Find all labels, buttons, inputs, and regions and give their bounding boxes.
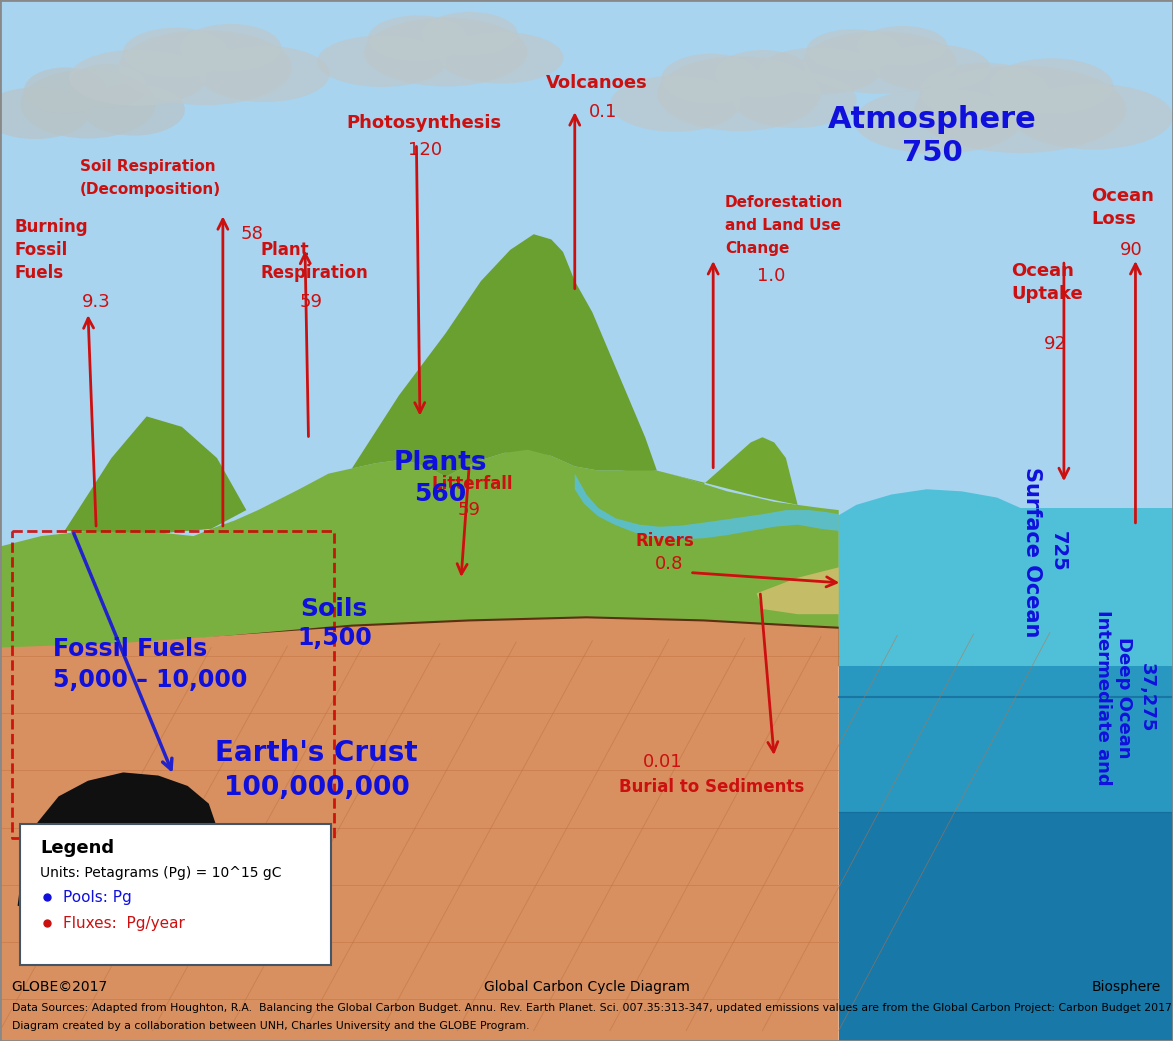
Text: 0.8: 0.8 [655, 555, 683, 574]
Ellipse shape [807, 29, 901, 71]
Ellipse shape [368, 16, 468, 61]
Text: Plant: Plant [260, 240, 308, 259]
Text: Fuels: Fuels [14, 263, 63, 282]
Text: Respiration: Respiration [260, 263, 368, 282]
Text: Soils: Soils [300, 596, 368, 621]
Ellipse shape [69, 50, 206, 106]
Polygon shape [839, 666, 1173, 1041]
Text: (Decomposition): (Decomposition) [80, 182, 221, 197]
Text: and Land Use: and Land Use [725, 219, 841, 233]
Polygon shape [65, 416, 246, 533]
Text: 1,500: 1,500 [297, 626, 372, 651]
Text: Biosphere: Biosphere [1092, 980, 1161, 994]
Ellipse shape [990, 58, 1113, 113]
Polygon shape [0, 448, 839, 666]
Text: 5,000 – 10,000: 5,000 – 10,000 [53, 667, 248, 692]
Ellipse shape [440, 32, 563, 83]
Text: Litterfall: Litterfall [432, 475, 513, 493]
Text: 120: 120 [408, 141, 442, 159]
Ellipse shape [68, 65, 147, 107]
Text: Soil Respiration: Soil Respiration [80, 159, 216, 174]
Text: Rivers: Rivers [636, 532, 694, 551]
Ellipse shape [716, 50, 811, 98]
Polygon shape [839, 812, 1173, 1041]
Text: Loss: Loss [1091, 209, 1135, 228]
Text: 37,275: 37,275 [1138, 663, 1157, 732]
Text: Burial to Sediments: Burial to Sediments [619, 778, 805, 796]
Text: Deforestation: Deforestation [725, 196, 843, 210]
Text: Diagram created by a collaboration between UNH, Charles University and the GLOBE: Diagram created by a collaboration betwe… [12, 1021, 529, 1032]
Ellipse shape [657, 56, 821, 131]
Text: 59: 59 [299, 293, 323, 311]
Text: GLOBE©2017: GLOBE©2017 [12, 980, 108, 994]
Polygon shape [757, 567, 839, 614]
Polygon shape [0, 618, 839, 1041]
Text: 100,000,000: 100,000,000 [224, 776, 409, 801]
Text: Atmosphere: Atmosphere [828, 105, 1037, 134]
Ellipse shape [422, 12, 517, 55]
Ellipse shape [123, 28, 229, 78]
Text: Ocean: Ocean [1011, 261, 1074, 280]
Text: Intermediate and: Intermediate and [1093, 610, 1112, 785]
Text: Volcanoes: Volcanoes [545, 74, 647, 93]
Ellipse shape [21, 70, 155, 138]
Text: 92: 92 [1044, 334, 1067, 353]
Text: Burning: Burning [14, 218, 88, 236]
Text: 0.01: 0.01 [643, 753, 683, 771]
Text: 750: 750 [902, 139, 963, 167]
FancyBboxPatch shape [20, 824, 331, 965]
Polygon shape [0, 616, 839, 666]
Ellipse shape [118, 30, 292, 105]
Ellipse shape [0, 87, 89, 139]
Polygon shape [352, 234, 657, 477]
Text: 0.1: 0.1 [589, 103, 617, 122]
Ellipse shape [199, 46, 330, 102]
Text: Earth's Crust: Earth's Crust [216, 739, 418, 766]
Text: Uptake: Uptake [1011, 284, 1083, 303]
Ellipse shape [920, 62, 1049, 121]
Text: Deep Ocean: Deep Ocean [1114, 637, 1133, 758]
Text: Photosynthesis: Photosynthesis [346, 113, 501, 132]
Ellipse shape [662, 54, 761, 104]
Ellipse shape [733, 72, 856, 128]
Text: Global Carbon Cycle Diagram: Global Carbon Cycle Diagram [483, 980, 690, 994]
Ellipse shape [23, 68, 106, 113]
Ellipse shape [179, 24, 282, 72]
Text: 59: 59 [457, 501, 481, 519]
Text: Plants: Plants [393, 451, 487, 476]
Ellipse shape [759, 47, 881, 95]
Text: Change: Change [725, 242, 789, 256]
Ellipse shape [915, 66, 1126, 153]
Text: Units: Petagrams (Pg) = 10^15 gC: Units: Petagrams (Pg) = 10^15 gC [40, 866, 282, 881]
Text: 9.3: 9.3 [82, 293, 111, 311]
Ellipse shape [317, 35, 447, 87]
Text: Pools: Pg: Pools: Pg [63, 890, 133, 905]
Text: Fossil: Fossil [14, 240, 67, 259]
Ellipse shape [854, 88, 1022, 154]
Text: 90: 90 [1120, 240, 1143, 259]
Text: Surface Ocean: Surface Ocean [1022, 466, 1043, 637]
Text: 1.0: 1.0 [757, 266, 785, 285]
Polygon shape [575, 474, 839, 539]
Ellipse shape [1012, 83, 1173, 150]
Text: Legend: Legend [40, 839, 114, 858]
Text: Fossil Fuels: Fossil Fuels [53, 636, 208, 661]
Ellipse shape [83, 84, 185, 135]
Polygon shape [18, 772, 217, 921]
Ellipse shape [802, 31, 957, 94]
Text: Fluxes:  Pg/year: Fluxes: Pg/year [63, 916, 185, 931]
Polygon shape [657, 437, 798, 505]
Text: Data Sources: Adapted from Houghton, R.A.  Balancing the Global Carbon Budget. A: Data Sources: Adapted from Houghton, R.A… [12, 1002, 1173, 1013]
Ellipse shape [857, 26, 948, 66]
Text: 725: 725 [1049, 531, 1067, 573]
Polygon shape [839, 489, 1173, 666]
Text: 560: 560 [414, 482, 466, 507]
Ellipse shape [364, 18, 528, 86]
Polygon shape [0, 0, 1173, 666]
Ellipse shape [874, 45, 990, 92]
Text: Ocean: Ocean [1091, 186, 1154, 205]
Text: 58: 58 [240, 225, 264, 244]
Ellipse shape [610, 76, 740, 132]
